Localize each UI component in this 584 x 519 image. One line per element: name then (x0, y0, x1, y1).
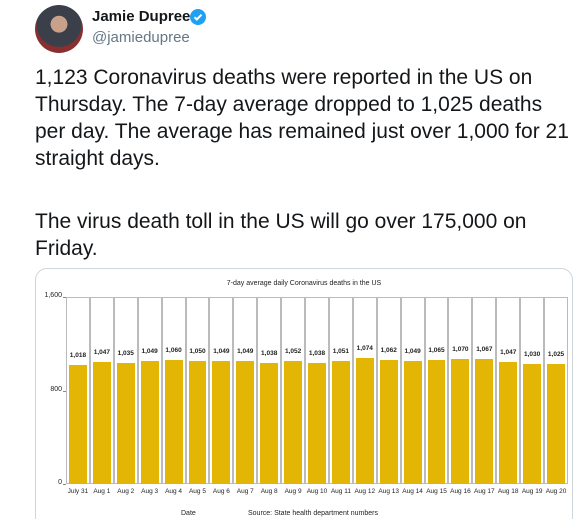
bar (140, 361, 159, 484)
y-tick (63, 390, 66, 392)
bar (379, 359, 398, 484)
data-label: 1,070 (452, 345, 469, 353)
author-handle[interactable]: @jamiedupree (92, 29, 190, 46)
data-label: 1,030 (524, 350, 541, 358)
x-tick-label: Aug 3 (141, 488, 159, 495)
data-label: 1,050 (189, 348, 206, 356)
bar (451, 358, 470, 484)
x-tick-label: Aug 5 (188, 488, 206, 495)
data-label: 1,049 (213, 348, 230, 356)
x-tick-label: July 31 (67, 488, 89, 495)
bar (427, 359, 446, 484)
y-tick-label: 800 (50, 385, 62, 393)
bar (236, 361, 255, 484)
author-name[interactable]: Jamie Dupree (92, 8, 191, 25)
y-tick-label: 0 (58, 479, 62, 486)
bar (499, 361, 518, 484)
data-label: 1,052 (284, 348, 302, 356)
bar (308, 362, 326, 484)
data-label: 1,047 (500, 348, 517, 356)
bar (260, 362, 279, 484)
bar (355, 358, 374, 484)
bar (212, 361, 231, 484)
data-label: 1,049 (237, 348, 254, 356)
data-label: 1,025 (547, 351, 565, 359)
data-label: 1,062 (380, 346, 397, 354)
x-tick-label: Aug 9 (284, 488, 302, 495)
chart-image[interactable]: 7-day average daily Coronavirus deaths i… (35, 268, 573, 519)
x-tick-label: Aug 10 (306, 488, 328, 495)
x-tick-label: Aug 14 (402, 488, 423, 495)
bar (403, 361, 422, 484)
tweet-text: 1,123 Coronavirus deaths were reported i… (35, 66, 569, 170)
data-label: 1,038 (308, 349, 326, 357)
x-tick-label: Aug 8 (260, 488, 278, 495)
data-label: 1,067 (476, 346, 493, 354)
bar (188, 361, 207, 484)
bar (284, 361, 303, 484)
x-tick-label: Aug 18 (497, 488, 519, 495)
data-label: 1,035 (117, 350, 134, 358)
data-label: 1,018 (69, 352, 87, 360)
bar (164, 360, 183, 484)
x-tick-label: Aug 17 (474, 488, 495, 495)
x-tick-label: Aug 7 (236, 488, 254, 495)
x-tick-label: Aug 15 (426, 488, 447, 495)
data-label: 1,038 (261, 349, 278, 357)
x-tick-label: Aug 16 (450, 488, 471, 495)
data-label: 1,049 (141, 348, 158, 356)
data-label: 1,060 (165, 347, 182, 355)
x-tick-label: Aug 13 (378, 488, 399, 495)
bar (523, 363, 542, 484)
x-axis-title: Date (181, 510, 196, 517)
x-tick-label: Aug 6 (212, 488, 230, 495)
verified-badge (190, 9, 206, 25)
x-tick-label: Aug 12 (354, 488, 376, 495)
x-tick-label: Aug 19 (521, 488, 543, 495)
bar (92, 361, 111, 484)
data-label: 1,047 (93, 348, 110, 356)
chart-title: 7-day average daily Coronavirus deaths i… (226, 280, 382, 287)
source-note: Source: State health department numbers (248, 510, 378, 517)
data-label: 1,074 (356, 345, 373, 353)
bar (69, 365, 87, 484)
bar (547, 364, 565, 484)
x-tick-label: Aug 4 (165, 488, 183, 495)
data-label: 1,051 (332, 348, 350, 356)
chart: 7-day average daily Coronavirus deaths i… (36, 269, 572, 519)
bar (331, 361, 350, 484)
tweet-text: The virus death toll in the US will go o… (35, 210, 527, 260)
bar (116, 363, 135, 484)
x-tick-label: Aug 2 (117, 488, 135, 495)
x-tick-label: Aug 11 (330, 488, 351, 495)
x-tick-label: Aug 20 (545, 488, 567, 495)
bar (475, 359, 494, 484)
x-tick-label: Aug 1 (93, 488, 111, 495)
y-tick (63, 484, 66, 485)
y-tick-label: 1,600 (44, 292, 62, 299)
data-label: 1,065 (428, 346, 445, 354)
data-label: 1,049 (404, 348, 421, 356)
y-tick (63, 297, 66, 298)
avatar[interactable] (35, 5, 83, 53)
